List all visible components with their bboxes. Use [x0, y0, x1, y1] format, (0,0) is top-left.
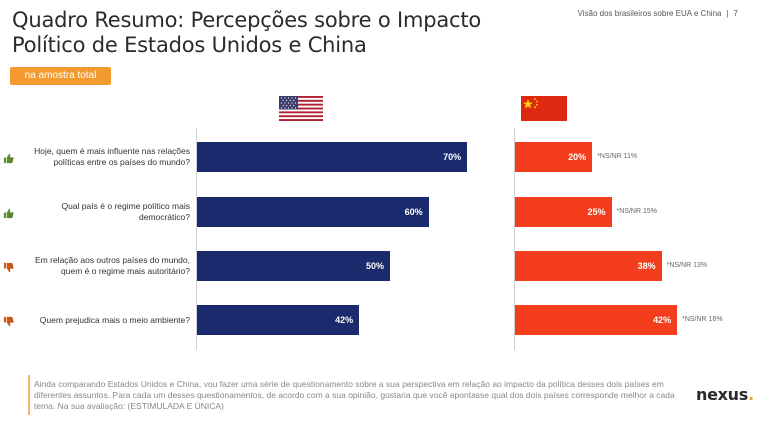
- chart-row: Qual país é o regime político mais democ…: [0, 197, 768, 227]
- china-bar-label: 25%: [587, 207, 606, 217]
- china-bar-label: 38%: [637, 261, 656, 271]
- us-bar-label: 50%: [365, 261, 384, 271]
- question-label: Hoje, quem é mais influente nas relações…: [34, 146, 190, 167]
- chart-row: Quem prejudica mais o meio ambiente? 42% 4…: [0, 305, 768, 335]
- china-bar-label: 42%: [653, 315, 672, 325]
- thumbs-up-icon: [3, 206, 14, 219]
- thumbs-down-icon: [3, 314, 14, 327]
- us-bar-label: 60%: [404, 207, 423, 217]
- thumbs-down-icon: [3, 260, 14, 273]
- china-bar: 38%: [515, 251, 662, 281]
- logo-dot: .: [747, 385, 754, 404]
- question-label: Quem prejudica mais o meio ambiente?: [39, 315, 190, 325]
- china-axis-line: [514, 128, 515, 350]
- chart-row: Em relação aos outros países do mundo, q…: [0, 251, 768, 281]
- sample-badge: na amostra total: [10, 67, 111, 85]
- chart-row: Hoje, quem é mais influente nas relações…: [0, 142, 768, 172]
- thumbs-up-icon: [3, 151, 14, 164]
- china-bar-label: 20%: [568, 152, 587, 162]
- question-label: Qual país é o regime político mais democ…: [61, 201, 190, 222]
- nexus-logo: nexus.: [696, 385, 754, 404]
- us-bar: 50%: [197, 251, 390, 281]
- us-bar-label: 70%: [443, 152, 462, 162]
- us-bar: 42%: [197, 305, 360, 335]
- footer-accent-rule: [28, 375, 30, 415]
- page-number: 7: [733, 9, 738, 18]
- section-title: Visão dos brasileiros sobre EUA e China: [577, 9, 722, 18]
- ns-nr-note: *NS/NR 13%: [666, 262, 708, 269]
- us-bar: 70%: [197, 142, 468, 172]
- us-flag-icon: [279, 96, 323, 121]
- header-separator: |: [726, 9, 729, 18]
- footer-question-text: Ainda comparando Estados Unidos e China,…: [34, 379, 675, 411]
- china-bar: 42%: [515, 305, 678, 335]
- ns-nr-note: *NS/NR 15%: [616, 208, 657, 215]
- us-bar-label: 42%: [335, 315, 354, 325]
- china-flag-icon: [521, 96, 567, 121]
- us-axis-line: [196, 128, 197, 350]
- page-title: Quadro Resumo: Percepções sobre o Impact…: [12, 8, 482, 57]
- header-meta: Visão dos brasileiros sobre EUA e China |…: [578, 9, 738, 18]
- logo-text: nexus: [696, 385, 748, 404]
- china-bar: 20%: [515, 142, 593, 172]
- ns-nr-note: *NS/NR 16%: [682, 316, 723, 323]
- ns-nr-note: *NS/NR 11%: [597, 153, 638, 160]
- question-label: Em relação aos outros países do mundo, q…: [35, 255, 190, 276]
- china-bar: 25%: [515, 197, 612, 227]
- us-bar: 60%: [197, 197, 429, 227]
